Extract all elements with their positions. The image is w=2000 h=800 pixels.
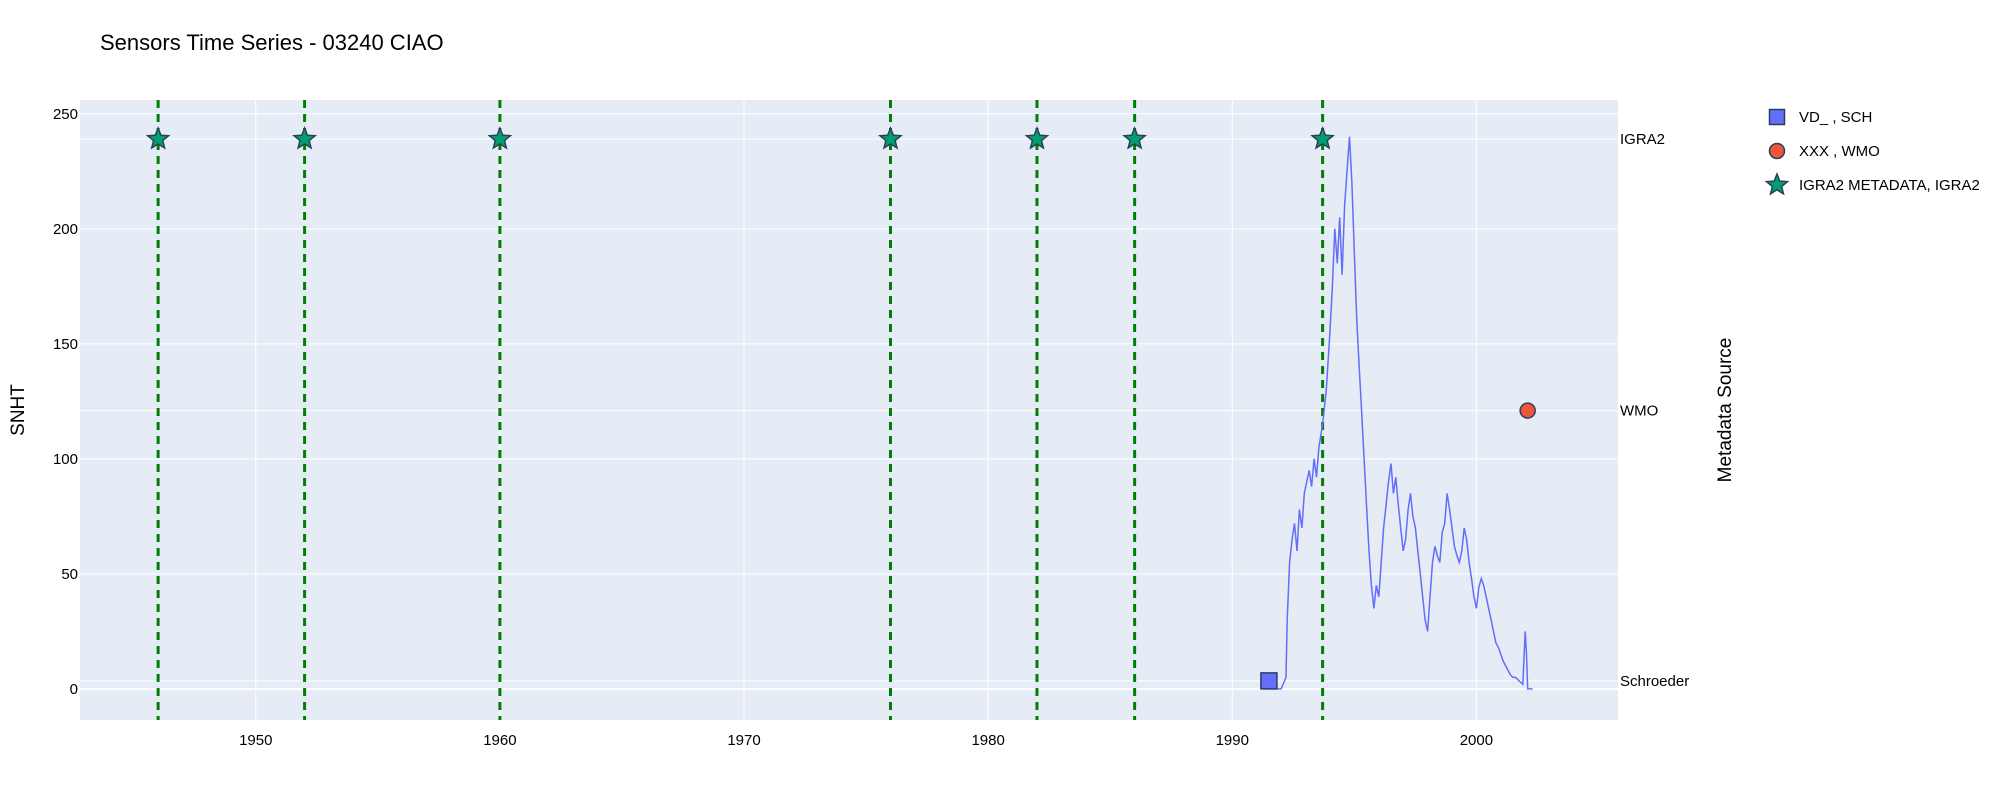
legend-circle-icon (1768, 142, 1786, 160)
star-marker (1310, 126, 1336, 150)
legend-square-icon (1768, 108, 1786, 126)
legend-label: XXX , WMO (1799, 143, 1880, 160)
y-tick-label: 150 (53, 336, 78, 353)
source-label: WMO (1620, 403, 1658, 420)
event-lines (156, 100, 1325, 720)
y-tick-label: 100 (53, 451, 78, 468)
metadata-source-labels: IGRA2 WMO Schroeder (1620, 131, 1689, 690)
marker-layer (145, 126, 1536, 690)
plot-area (80, 100, 1618, 720)
source-label: IGRA2 (1620, 131, 1665, 148)
y-tick-label: 50 (61, 566, 78, 583)
star-marker (1024, 126, 1050, 150)
legend-item[interactable]: XXX , WMO (1768, 142, 1880, 160)
legend-label: VD_ , SCH (1799, 109, 1872, 126)
x-axis-ticks: 1950 1960 1970 1980 1990 2000 (239, 732, 1493, 749)
x-tick-label: 2000 (1460, 732, 1493, 749)
x-tick-label: 1950 (239, 732, 272, 749)
y-axis-title: SNHT (8, 384, 29, 436)
circle-marker (1519, 402, 1536, 419)
star-marker (487, 126, 513, 150)
x-tick-label: 1990 (1216, 732, 1249, 749)
legend-star-icon (1764, 171, 1790, 196)
legend[interactable]: VD_ , SCH XXX , WMO IGRA2 METADATA, IGRA2 (1764, 108, 1980, 196)
snht-series-line (1264, 136, 1533, 690)
star-marker (878, 126, 903, 150)
x-tick-label: 1980 (971, 732, 1004, 749)
legend-item[interactable]: IGRA2 METADATA, IGRA2 (1764, 171, 1980, 196)
y-tick-label: 250 (53, 106, 78, 123)
star-marker (1122, 126, 1148, 150)
star-marker (145, 126, 171, 150)
legend-item[interactable]: VD_ , SCH (1768, 108, 1873, 126)
x-tick-label: 1970 (727, 732, 760, 749)
snht-line-layer (1264, 136, 1533, 690)
star-marker (292, 126, 318, 150)
chart-title: Sensors Time Series - 03240 CIAO (100, 30, 444, 55)
y-axis-ticks: 0 50 100 150 200 250 (53, 106, 78, 698)
source-label: Schroeder (1620, 673, 1689, 690)
y-tick-label: 0 (70, 681, 78, 698)
legend-label: IGRA2 METADATA, IGRA2 (1799, 177, 1980, 194)
square-marker (1260, 672, 1278, 690)
y2-axis-title: Metadata Source (1715, 338, 1736, 483)
y-tick-label: 200 (53, 221, 78, 238)
x-tick-label: 1960 (483, 732, 516, 749)
